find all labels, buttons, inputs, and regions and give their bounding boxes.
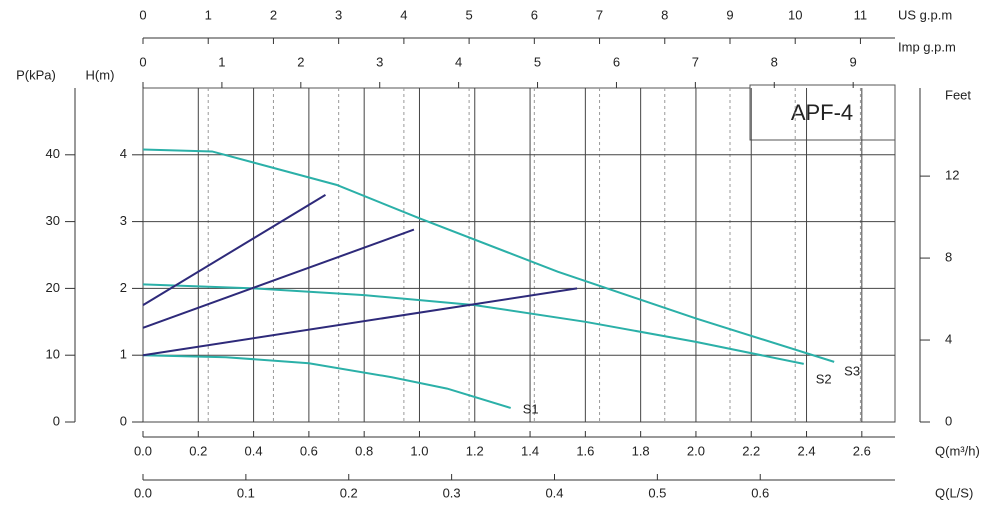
series-line — [142, 148, 835, 363]
ls-axis-tick-label: 0.0 — [134, 485, 152, 500]
y-tick-label: 1 — [120, 347, 127, 362]
series-line — [142, 283, 804, 365]
imp-axis-tick-label: 7 — [692, 54, 699, 69]
y-tick-label: 4 — [120, 146, 127, 161]
ls-axis-title: Q(L/S) — [935, 485, 973, 500]
imp-axis-tick-label: 5 — [534, 54, 541, 69]
us-axis-tick-label: 7 — [596, 7, 603, 22]
imp-axis-tick-label: 1 — [218, 54, 225, 69]
us-axis-tick-label: 10 — [788, 7, 802, 22]
y-tick-label: 0 — [120, 413, 127, 428]
imp-axis-tick-label: 8 — [771, 54, 778, 69]
series-line — [142, 228, 415, 329]
imp-axis-tick-label: 4 — [455, 54, 462, 69]
title-box — [749, 84, 896, 141]
us-axis-tick-label: 0 — [139, 7, 146, 22]
imp-axis-tick-label: 6 — [613, 54, 620, 69]
y2-tick-label: 12 — [945, 168, 959, 183]
x-axis-tick-label: 1.8 — [632, 443, 650, 458]
x-axis-tick-label: 0.2 — [189, 443, 207, 458]
us-axis-title: US g.p.m — [898, 7, 952, 22]
p-tick-label: 20 — [46, 280, 60, 295]
us-axis-tick-label: 6 — [531, 7, 538, 22]
ls-axis-tick-label: 0.1 — [237, 485, 255, 500]
series-line — [142, 287, 578, 357]
x-axis-tick-label: 1.4 — [521, 443, 539, 458]
p-tick-label: 30 — [46, 213, 60, 228]
x-axis-tick-label: 0.0 — [134, 443, 152, 458]
ls-axis-tick-label: 0.6 — [751, 485, 769, 500]
y2-axis-title: Feet — [945, 87, 971, 102]
ls-axis-tick-label: 0.3 — [443, 485, 461, 500]
x-axis-tick-label: 1.2 — [466, 443, 484, 458]
series-label: S3 — [844, 363, 860, 378]
us-axis-tick-label: 4 — [400, 7, 407, 22]
series-line — [142, 194, 326, 306]
imp-axis-title: Imp g.p.m — [898, 39, 956, 54]
x-axis-tick-label: 2.0 — [687, 443, 705, 458]
us-axis-tick-label: 5 — [465, 7, 472, 22]
us-axis-tick-label: 1 — [205, 7, 212, 22]
ls-axis-tick-label: 0.5 — [648, 485, 666, 500]
p-tick-label: 10 — [46, 347, 60, 362]
x-axis-title: Q(m³/h) — [935, 443, 980, 458]
us-axis-tick-label: 2 — [270, 7, 277, 22]
series-label: S2 — [816, 371, 832, 386]
p-axis-title: P(kPa) — [16, 67, 56, 82]
imp-axis-tick-label: 2 — [297, 54, 304, 69]
y2-tick-label: 4 — [945, 331, 952, 346]
x-axis-tick-label: 1.0 — [410, 443, 428, 458]
x-axis-tick-label: 0.4 — [245, 443, 263, 458]
us-axis-tick-label: 9 — [726, 7, 733, 22]
x-axis-tick-label: 2.6 — [853, 443, 871, 458]
x-axis-tick-label: 2.4 — [797, 443, 815, 458]
us-axis-tick-label: 11 — [854, 7, 868, 22]
ls-axis-tick-label: 0.4 — [545, 485, 563, 500]
p-tick-label: 40 — [46, 146, 60, 161]
imp-axis-tick-label: 0 — [139, 54, 146, 69]
p-tick-label: 0 — [53, 413, 60, 428]
y-axis-title: H(m) — [86, 67, 115, 82]
chart-title: APF-4 — [791, 100, 853, 125]
y2-tick-label: 0 — [945, 413, 952, 428]
x-axis-tick-label: 1.6 — [576, 443, 594, 458]
imp-axis-tick-label: 3 — [376, 54, 383, 69]
series-label: S1 — [523, 401, 539, 416]
y-tick-label: 2 — [120, 280, 127, 295]
ls-axis-tick-label: 0.2 — [340, 485, 358, 500]
us-axis-tick-label: 8 — [661, 7, 668, 22]
x-axis-tick-label: 0.8 — [355, 443, 373, 458]
imp-axis-tick-label: 9 — [850, 54, 857, 69]
us-axis-tick-label: 3 — [335, 7, 342, 22]
y-tick-label: 3 — [120, 213, 127, 228]
x-axis-tick-label: 0.6 — [300, 443, 318, 458]
y2-tick-label: 8 — [945, 250, 952, 265]
series-line — [142, 354, 511, 409]
x-axis-tick-label: 2.2 — [742, 443, 760, 458]
